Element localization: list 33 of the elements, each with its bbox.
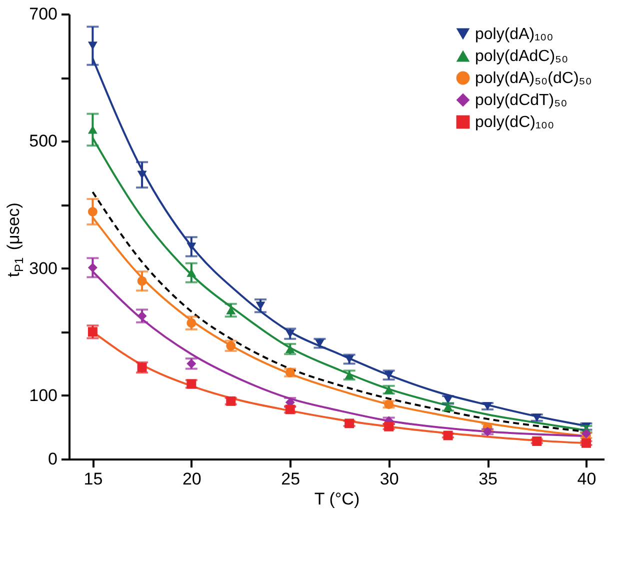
- x-tick-label: 35: [478, 470, 498, 488]
- x-tick-label: 15: [84, 470, 103, 488]
- legend-label: poly(dCdT)₅₀: [475, 92, 568, 109]
- y-tick-label: 0: [48, 450, 58, 468]
- point: [186, 318, 196, 328]
- point: [256, 302, 266, 310]
- point: [186, 268, 196, 277]
- y-axis-title: tP1 (μsec): [4, 202, 26, 278]
- y-tick-label: 100: [29, 386, 58, 405]
- x-tick-label: 25: [281, 470, 300, 488]
- legend-label: poly(dAdC)₅₀: [475, 48, 568, 65]
- point: [226, 306, 236, 314]
- point: [137, 276, 147, 286]
- x-tick-label: 20: [182, 470, 202, 488]
- point: [88, 262, 98, 272]
- legend-label: poly(dA)₅₀(dC)₅₀: [475, 70, 592, 87]
- point: [443, 430, 453, 440]
- point: [186, 242, 196, 251]
- y-tick-label: 700: [29, 4, 58, 24]
- x-tick-label: 30: [380, 470, 399, 488]
- legend-label: poly(dA)₁₀₀: [475, 26, 554, 43]
- x-tick-label: 40: [577, 470, 596, 488]
- point: [88, 327, 98, 337]
- legend-label: poly(dC)₁₀₀: [475, 114, 554, 131]
- point: [88, 126, 98, 134]
- point: [137, 170, 147, 179]
- point: [88, 42, 98, 50]
- point: [137, 311, 147, 321]
- y-tick-label: 500: [29, 132, 58, 151]
- y-tick-label: 300: [29, 258, 58, 278]
- point: [88, 206, 98, 216]
- point: [581, 438, 591, 448]
- x-axis-title: T (°C): [314, 490, 360, 508]
